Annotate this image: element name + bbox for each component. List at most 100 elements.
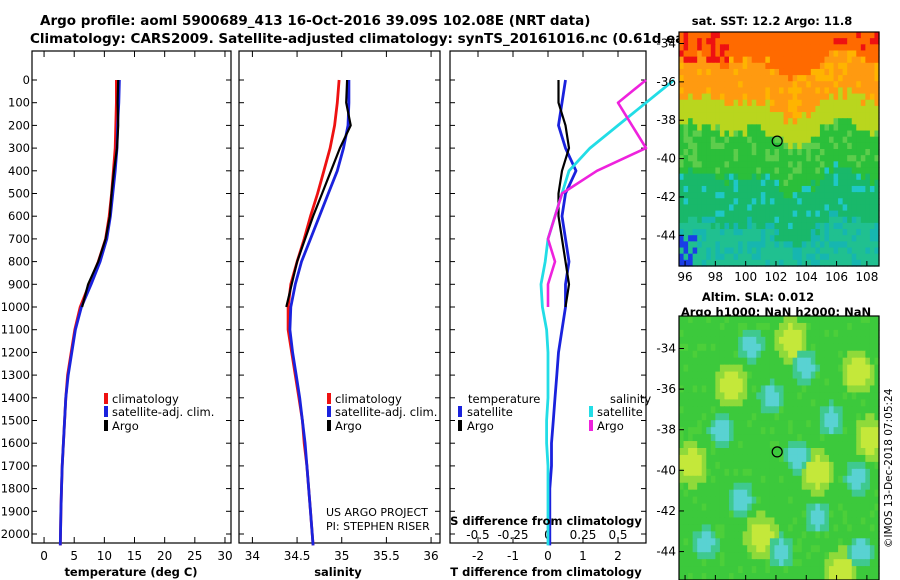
map-cell [833,378,839,387]
map-cell [865,573,871,580]
map-cell [865,130,871,138]
map-cell [751,142,757,150]
map-cell [779,99,785,107]
map-cell [865,545,871,553]
map-cell [760,93,766,101]
map-cell [751,329,757,338]
map-cell [792,329,798,338]
map-cell [869,322,876,331]
map-cell [865,427,871,435]
map-cell [792,136,798,144]
map-cell [824,44,830,52]
map-cell [692,247,698,255]
map-cell [865,378,871,387]
map-cell [774,87,780,95]
map-cell [742,247,748,255]
map-cell [801,185,807,193]
map-cell [856,87,862,95]
map-cell [710,378,716,387]
map-cell [756,124,762,132]
map-cell [774,112,780,119]
map-cell [769,357,776,366]
map-cell [788,406,794,414]
map-cell [797,489,803,498]
map-cell [760,434,766,442]
map-cell [688,517,694,526]
map-cell [710,441,716,449]
map-cell [742,322,748,331]
map-cell [747,50,753,58]
map-cell [738,161,744,169]
map-cell [847,503,853,512]
map-cell [860,62,866,70]
map-cell [779,44,785,52]
map-cell [860,99,866,107]
map-cell [724,93,730,101]
map-cell [701,185,707,193]
map-cell [719,538,726,546]
map-cell [710,475,716,484]
map-cell [706,161,712,169]
map-cell [815,50,821,58]
map-cell [797,50,803,58]
map-cell [683,75,689,82]
map-cell [783,204,789,212]
map-cell [819,38,826,45]
map-cell [838,489,844,498]
map-cell [865,489,871,498]
map-cell [738,454,744,463]
map-cell [838,538,844,546]
map-cell [751,130,757,138]
map-cell [783,468,789,477]
map-cell [824,448,830,456]
map-cell [765,142,771,150]
map-cell [683,336,689,345]
map-cell [692,350,698,359]
map-cell [715,524,721,532]
map-cell [856,81,862,89]
map-cell [847,573,853,580]
map-cell [865,105,871,113]
map-cell [747,427,753,435]
map-cell [760,482,766,491]
map-cell [806,87,812,95]
map-cell [751,124,757,132]
map-cell [692,155,698,162]
map-cell [874,427,880,435]
map-cell [819,559,826,567]
map-cell [756,149,762,156]
map-cell [779,32,785,39]
map-cell [851,204,857,212]
map-cell [774,566,780,574]
map-cell [729,118,735,125]
map-cell [842,482,848,491]
map-cell [710,198,716,206]
map-cell [706,167,712,175]
map-cell [692,559,698,567]
map-cell [729,385,735,394]
map-cell [833,198,839,206]
map-cell [847,524,853,532]
map-cell [801,173,807,181]
map-cell [751,510,757,519]
map-cell [824,524,830,532]
map-cell [733,75,739,82]
credit-pi: PI: STEPHEN RISER [326,520,430,533]
map-cell [838,350,844,359]
map-cell [788,461,794,470]
map-cell [769,155,776,162]
map-cell [706,545,712,553]
map-cell [710,336,716,345]
map-cell [810,573,816,580]
map-cell [747,399,753,407]
map-cell [706,406,712,414]
map-cell [829,559,835,567]
map-cell [838,461,844,470]
map-cell [738,406,744,414]
map-cell [860,441,866,449]
map-cell [742,235,748,242]
map-cell [851,99,857,107]
map-cell [738,32,744,39]
map-cell [779,118,785,125]
map-cell [697,247,703,255]
